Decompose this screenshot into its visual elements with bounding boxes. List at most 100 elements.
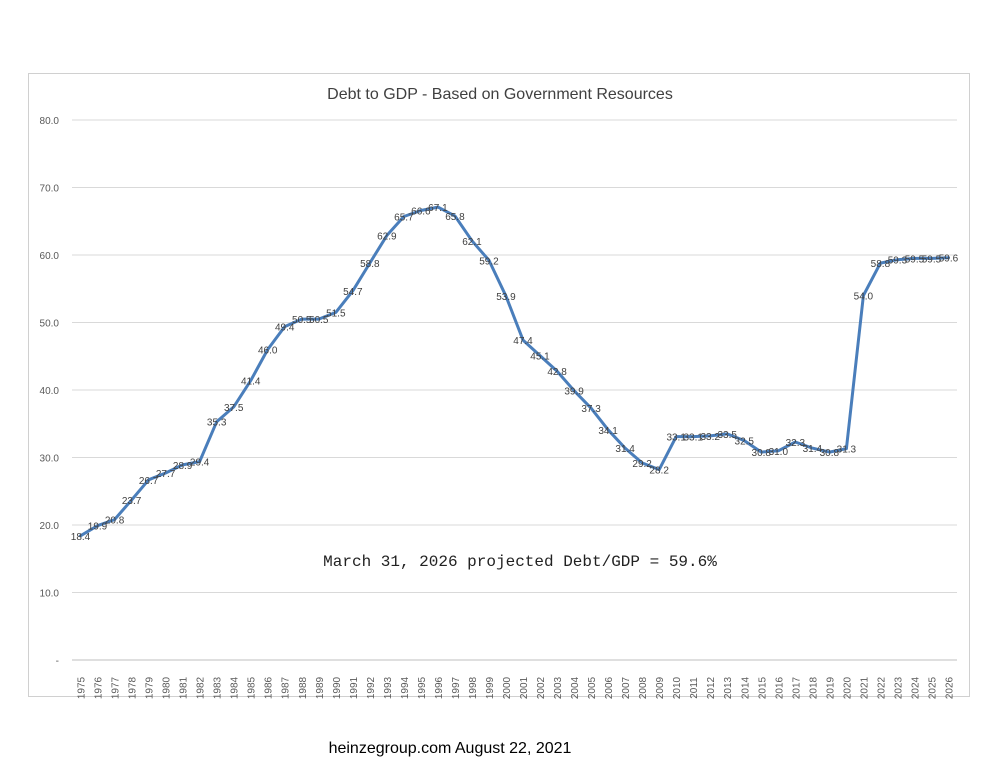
- data-label: 29.2: [632, 459, 652, 470]
- data-label: 33.1: [683, 433, 703, 444]
- data-label: 31.4: [803, 444, 823, 455]
- x-tick-label: 2007: [621, 676, 632, 699]
- x-tick-label: 1987: [281, 676, 292, 699]
- data-labels: 18.419.920.8 23.7 26.727.728.929.4 35.3 37.5…: [71, 203, 959, 543]
- x-tick-label: 2023: [893, 676, 904, 699]
- x-tick-label: 1980: [162, 676, 173, 699]
- x-tick-label: 1990: [332, 676, 343, 699]
- data-label: 59.2: [479, 256, 499, 267]
- data-label: 50.5: [309, 315, 329, 326]
- data-label: 33.1: [666, 433, 686, 444]
- x-tick-label: 2002: [536, 676, 547, 699]
- data-label: 39.9: [564, 387, 584, 398]
- x-tick-label: 1998: [468, 676, 479, 699]
- x-tick-label: 1978: [128, 676, 139, 699]
- x-tick-label: 1975: [77, 676, 88, 699]
- data-label: 28.9: [173, 461, 193, 472]
- x-tick-label: 1986: [264, 676, 275, 699]
- x-tick-label: 2014: [740, 676, 751, 699]
- data-label: 49.4: [275, 323, 295, 334]
- series-line: [79, 205, 950, 538]
- x-tick-label: 2024: [910, 676, 921, 699]
- x-axis-ticks: 1975 1976 1977 1978 1979 1980 1981 1982 1983 1984…: [77, 676, 956, 699]
- x-tick-label: 2000: [502, 676, 513, 699]
- chart-title: Debt to GDP - Based on Government Resour…: [327, 86, 673, 103]
- x-tick-label: 2003: [553, 676, 564, 699]
- data-label: 45.1: [530, 352, 550, 363]
- data-label: 54.0: [854, 292, 874, 303]
- x-tick-label: 1992: [366, 676, 377, 699]
- data-label: 31.4: [615, 444, 635, 455]
- data-label: 59.5: [905, 254, 925, 265]
- data-label: 59.5: [922, 254, 942, 265]
- x-tick-label: 2019: [825, 676, 836, 699]
- x-tick-label: 2016: [774, 676, 785, 699]
- data-label: 41.4: [241, 377, 261, 388]
- x-tick-label: 2026: [944, 676, 955, 699]
- data-label: 62.9: [377, 231, 397, 242]
- y-tick-label: 40.0: [40, 386, 60, 397]
- x-tick-label: 1995: [417, 676, 428, 699]
- data-label: 66.6: [411, 206, 431, 217]
- y-tick-label: 60.0: [40, 251, 60, 262]
- x-tick-label: 2001: [519, 676, 530, 699]
- x-tick-label: 2009: [655, 676, 666, 699]
- x-tick-label: 2015: [757, 676, 768, 699]
- data-label: 67.1: [428, 203, 448, 214]
- x-tick-label: 2012: [706, 676, 717, 699]
- data-label: 26.7: [139, 476, 159, 487]
- data-label: 42.8: [547, 367, 567, 378]
- data-label: 30.8: [820, 448, 840, 459]
- x-tick-label: 2021: [859, 676, 870, 699]
- x-tick-label: 1993: [383, 676, 394, 699]
- data-label: 58.8: [360, 259, 380, 270]
- data-label: 54.7: [343, 287, 363, 298]
- data-label: 58.8: [871, 259, 891, 270]
- data-label: 46.0: [258, 346, 278, 357]
- data-label: 23.7: [122, 496, 142, 507]
- data-label: 37.3: [581, 404, 601, 415]
- data-label: 50.5: [292, 315, 312, 326]
- y-axis-ticks: - 10.0 20.0 30.0 40.0 50.0 60.0 70.0 80.0: [40, 116, 60, 667]
- x-tick-label: 2008: [638, 676, 649, 699]
- x-tick-label: 1996: [434, 676, 445, 699]
- x-tick-label: 2020: [842, 676, 853, 699]
- x-tick-label: 1981: [179, 676, 190, 699]
- data-label: 32.3: [786, 438, 806, 449]
- x-tick-label: 2017: [791, 676, 802, 699]
- data-label: 51.5: [326, 308, 346, 319]
- data-label: 18.4: [71, 532, 91, 543]
- data-label: 65.8: [445, 212, 465, 223]
- x-tick-label: 2018: [808, 676, 819, 699]
- x-tick-label: 1997: [451, 676, 462, 699]
- x-tick-label: 1999: [485, 676, 496, 699]
- data-label: 37.5: [224, 403, 244, 414]
- data-label: 20.8: [105, 516, 125, 527]
- x-tick-label: 1988: [298, 676, 309, 699]
- data-label: 30.8: [752, 448, 772, 459]
- y-tick-label: 70.0: [40, 184, 60, 195]
- data-label: 53.9: [496, 292, 516, 303]
- y-tick-label: 20.0: [40, 521, 60, 532]
- x-tick-label: 1982: [196, 676, 207, 699]
- x-tick-label: 1989: [315, 676, 326, 699]
- x-tick-label: 2005: [587, 676, 598, 699]
- gridlines: [72, 119, 957, 661]
- data-label: 65.7: [394, 213, 414, 224]
- x-tick-label: 1991: [349, 676, 360, 699]
- x-tick-label: 2022: [876, 676, 887, 699]
- x-tick-label: 2010: [672, 676, 683, 699]
- data-label: 34.1: [598, 426, 618, 437]
- data-label: 59.3: [888, 256, 908, 267]
- y-tick-label: 30.0: [40, 454, 60, 465]
- x-tick-label: 1979: [145, 676, 156, 699]
- x-tick-label: 2025: [927, 676, 938, 699]
- data-label: 28.2: [649, 466, 669, 477]
- data-label: 29.4: [190, 458, 210, 469]
- series-line-layer: [79, 205, 950, 538]
- footer-text: heinzegroup.com August 22, 2021: [328, 740, 572, 757]
- chart-annotation: March 31, 2026 projected Debt/GDP = 59.6…: [323, 553, 717, 571]
- y-tick-label: 80.0: [40, 116, 60, 127]
- x-tick-label: 1985: [247, 676, 258, 699]
